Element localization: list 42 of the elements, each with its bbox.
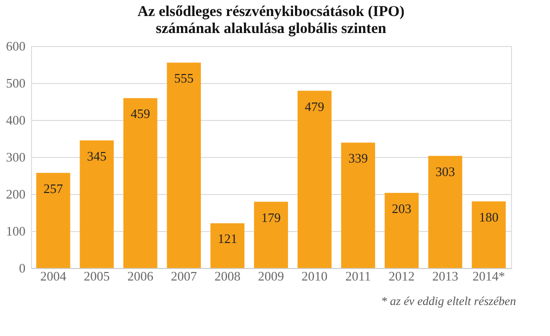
x-tick-label: 2007 (170, 268, 198, 284)
x-tick-label: 2008 (214, 268, 240, 284)
y-tick-label: 200 (6, 186, 26, 202)
data-label: 555 (174, 70, 194, 86)
y-tick-label: 500 (6, 76, 26, 90)
data-label: 121 (218, 231, 238, 246)
x-tick-label: 2006 (127, 268, 154, 284)
y-tick-label: 0 (19, 260, 26, 276)
x-tick-label: 2012 (388, 268, 415, 284)
data-label: 179 (261, 210, 281, 225)
bar (472, 201, 506, 268)
bar (428, 156, 462, 268)
x-tick-label: 2011 (345, 268, 371, 284)
data-label: 180 (479, 209, 499, 224)
x-tick-label: 2009 (258, 268, 284, 284)
data-label: 459 (130, 106, 150, 122)
data-label: 257 (43, 180, 64, 196)
text: * az év eddig eltelt részében (381, 294, 516, 308)
y-tick-label: 600 (6, 38, 26, 54)
bar (123, 98, 158, 268)
data-label: 339 (348, 150, 368, 166)
x-tick-label: 2013 (432, 268, 458, 284)
bar (384, 192, 419, 268)
chart-title: Az elsődleges részvénykibocsátások (IPO) számának alakulása globális szinten (137, 4, 405, 37)
bar (254, 202, 288, 268)
x-tick-label: 2005 (84, 268, 110, 284)
y-tick-label: 400 (6, 112, 26, 128)
bar (80, 140, 114, 268)
data-label: 203 (392, 200, 412, 216)
data-label: 479 (304, 98, 324, 114)
bar (298, 90, 332, 268)
data-label: 345 (87, 148, 107, 164)
data-label: 303 (435, 164, 455, 179)
x-tick-label: 2014* (472, 268, 506, 284)
x-tick-label: 2004 (40, 268, 67, 284)
y-tick-label: 100 (6, 224, 26, 238)
x-tick-label: 2010 (302, 268, 328, 284)
bar (341, 142, 376, 268)
y-tick-label: 300 (6, 150, 26, 164)
bar (210, 223, 244, 268)
bar (166, 62, 201, 268)
bar (36, 172, 70, 268)
